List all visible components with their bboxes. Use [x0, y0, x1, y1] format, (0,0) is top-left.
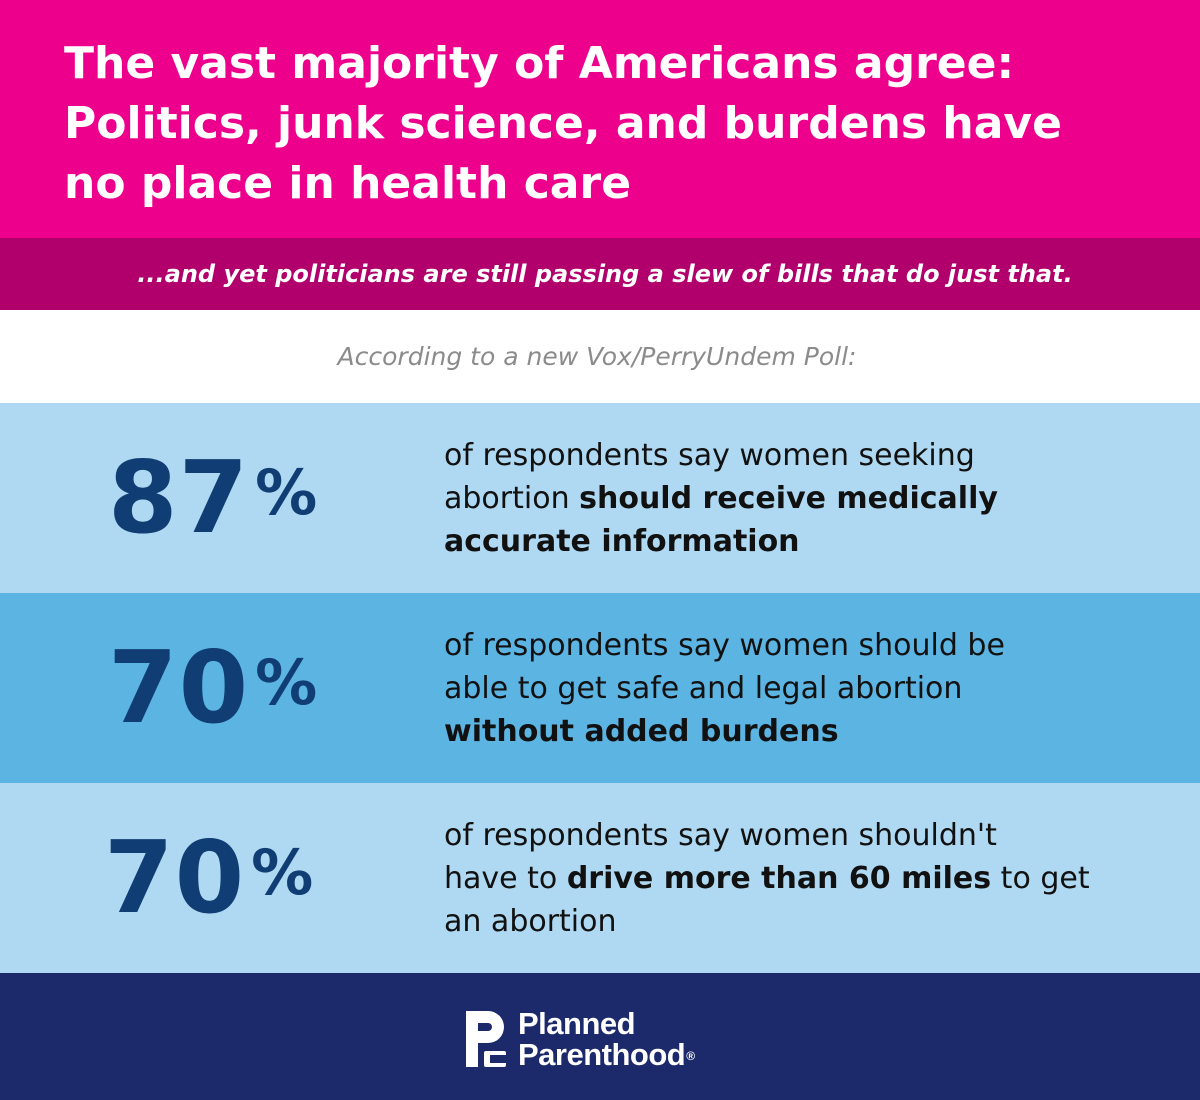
stat-line: accurate information: [444, 520, 1164, 563]
stat-row-medically-accurate: 87 % of respondents say women seeking ab…: [0, 403, 1200, 593]
stat-emphasis: drive more than 60 miles: [566, 861, 992, 896]
headline-line: Politics, junk science, and burdens have: [64, 98, 1062, 149]
stat-digits: 87: [108, 439, 250, 556]
stat-text: of respondents say women shouldn't: [444, 818, 997, 853]
headline: The vast majority of Americans agree: Po…: [64, 34, 1144, 214]
stat-line: of respondents say women shouldn't: [444, 814, 1164, 857]
subheadline-bar: ...and yet politicians are still passing…: [0, 238, 1200, 310]
stat-emphasis: accurate information: [444, 524, 800, 559]
footer-banner: Planned Parenthood®: [0, 973, 1200, 1100]
subheadline: ...and yet politicians are still passing…: [137, 260, 1073, 288]
registered-mark: ®: [686, 1049, 695, 1063]
stat-line: of respondents say women seeking: [444, 434, 1164, 477]
stat-description: of respondents say women shouldn't have …: [444, 814, 1164, 943]
logo-line-2: Parenthood®: [518, 1039, 695, 1070]
stat-value: 70 %: [104, 813, 313, 943]
stat-value: 87 %: [108, 433, 317, 563]
stat-line: without added burdens: [444, 710, 1164, 753]
planned-parenthood-p-icon: [466, 1011, 506, 1067]
logo-word-planned: Planned: [518, 1006, 636, 1041]
stat-text: able to get safe and legal abortion: [444, 671, 963, 706]
stat-emphasis: without added burdens: [444, 714, 839, 749]
headline-line: The vast majority of Americans agree:: [64, 38, 1015, 89]
header-banner: The vast majority of Americans agree: Po…: [0, 0, 1200, 238]
source-note-area: According to a new Vox/PerryUndem Poll:: [0, 310, 1200, 403]
stat-description: of respondents say women seeking abortio…: [444, 434, 1164, 563]
stat-percent-sign: %: [255, 456, 318, 529]
stat-text: abortion: [444, 481, 580, 516]
stat-percent-sign: %: [255, 646, 318, 719]
stat-digits: 70: [108, 629, 250, 746]
stat-text: of respondents say women seeking: [444, 438, 975, 473]
stat-line: abortion should receive medically: [444, 477, 1164, 520]
logo-word-parenthood: Parenthood: [518, 1037, 686, 1072]
stat-description: of respondents say women should be able …: [444, 624, 1164, 753]
headline-line: no place in health care: [64, 158, 632, 209]
stat-line: able to get safe and legal abortion: [444, 667, 1164, 710]
planned-parenthood-logo: Planned Parenthood®: [462, 1007, 695, 1071]
stat-percent-sign: %: [251, 836, 314, 909]
stat-line: an abortion: [444, 900, 1164, 943]
stat-text: to get: [991, 861, 1090, 896]
stat-line: of respondents say women should be: [444, 624, 1164, 667]
stat-text: an abortion: [444, 904, 617, 939]
stat-row-travel-distance: 70 % of respondents say women shouldn't …: [0, 783, 1200, 973]
logo-wordmark: Planned Parenthood®: [518, 1008, 695, 1070]
stat-row-no-added-burdens: 70 % of respondents say women should be …: [0, 593, 1200, 783]
stat-digits: 70: [104, 819, 246, 936]
stat-value: 70 %: [108, 623, 317, 753]
stat-emphasis: should receive medically: [579, 481, 998, 516]
stat-text: have to: [444, 861, 567, 896]
source-note: According to a new Vox/PerryUndem Poll:: [337, 342, 857, 371]
stat-line: have to drive more than 60 miles to get: [444, 857, 1164, 900]
stat-text: of respondents say women should be: [444, 628, 1005, 663]
